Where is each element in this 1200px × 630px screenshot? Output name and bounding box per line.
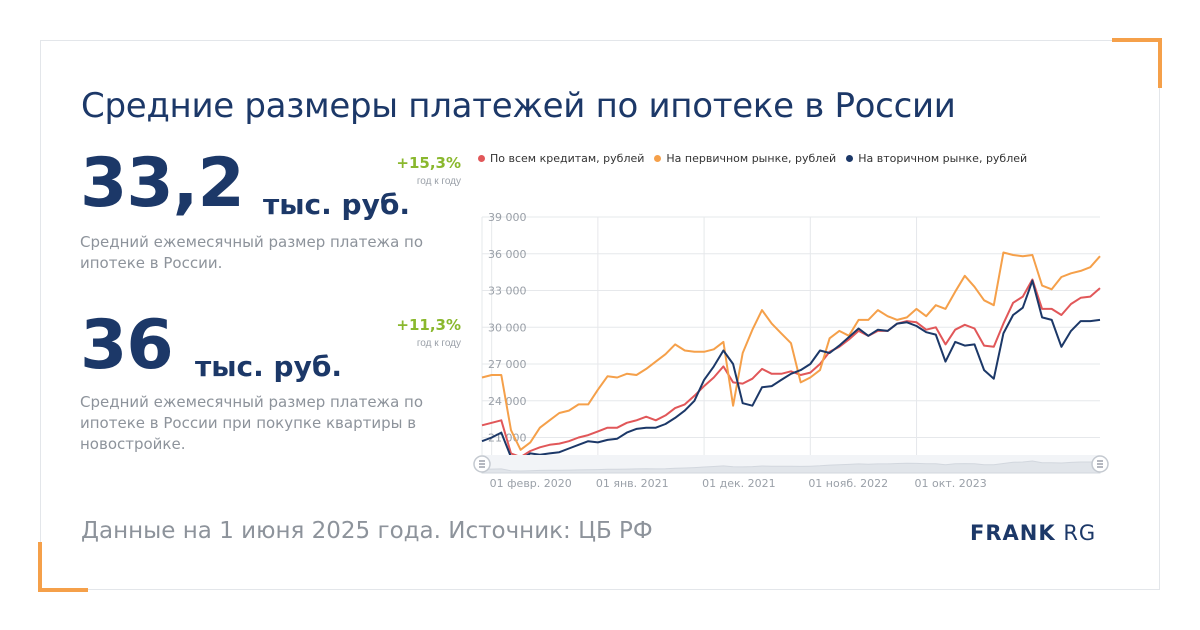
legend-item-secondary-market[interactable]: На вторичном рынке, рублей <box>846 152 1027 165</box>
legend-item-primary-market[interactable]: На первичном рынке, рублей <box>654 152 836 165</box>
page-title: Средние размеры платежей по ипотеке в Ро… <box>81 86 956 126</box>
stat-unit: тыс. руб. <box>195 350 343 383</box>
stat-value: 33,2 <box>80 144 245 223</box>
x-tick-label: 01 нояб. 2022 <box>808 477 888 490</box>
x-tick-label: 01 дек. 2021 <box>702 477 776 490</box>
navigator-handle-right[interactable] <box>1091 455 1109 473</box>
legend-item-all-loans[interactable]: По всем кредитам, рублей <box>478 152 644 165</box>
legend-label: На вторичном рынке, рублей <box>858 152 1028 165</box>
logo-light: RG <box>1063 521 1097 545</box>
legend-dot <box>654 155 662 162</box>
chart-series <box>481 251 1101 461</box>
y-tick-label: 30 000 <box>488 321 527 334</box>
stat-value-line: 33,2 тыс. руб. +15,3% год к году <box>80 150 465 230</box>
legend-label: По всем кредитам, рублей <box>490 152 645 165</box>
x-tick-label: 01 окт. 2023 <box>915 477 987 490</box>
legend-dot <box>478 155 485 162</box>
delta-label: год к году <box>416 176 461 187</box>
chart-legend: По всем кредитам, рублей На первичном ры… <box>478 152 1027 165</box>
data-source-note: Данные на 1 июня 2025 года. Источник: ЦБ… <box>81 518 653 544</box>
legend-label: На первичном рынке, рублей <box>666 152 837 165</box>
delta-value: +15,3% <box>396 154 461 172</box>
chart-navigator <box>473 455 1109 474</box>
delta-label: год к году <box>416 338 461 349</box>
delta-value: +11,3% <box>396 316 461 334</box>
stat-unit: тыс. руб. <box>263 188 411 221</box>
series-line-2 <box>481 251 1101 451</box>
navigator-series <box>481 460 1101 474</box>
corner-decoration-bottom-left <box>38 542 88 592</box>
legend-dot <box>846 155 854 162</box>
stat-delta: +15,3% год к году <box>396 154 461 187</box>
y-tick-label: 33 000 <box>488 285 527 298</box>
x-axis-ticks: 01 февр. 2020 01 янв. 2021 01 дек. 2021 01 … <box>490 477 987 490</box>
chart-grid <box>481 216 1100 462</box>
x-tick-label: 01 февр. 2020 <box>490 477 572 490</box>
stat-value-line: 36 тыс. руб. +11,3% год к году <box>80 312 465 392</box>
stat-primary-market-payment: 36 тыс. руб. +11,3% год к году Средний е… <box>80 312 465 454</box>
navigator-handle-left[interactable] <box>473 455 491 473</box>
stat-delta: +11,3% год к году <box>396 316 461 349</box>
y-tick-label: 39 000 <box>488 211 527 224</box>
y-tick-label: 24 000 <box>488 395 527 408</box>
stat-average-payment: 33,2 тыс. руб. +15,3% год к году Средний… <box>80 150 465 273</box>
stat-description: Средний ежемесячный размер платежа по ип… <box>80 393 424 453</box>
y-tick-label: 36 000 <box>488 248 527 261</box>
stat-value: 36 <box>80 306 174 385</box>
corner-decoration-top-right <box>1112 38 1162 88</box>
x-tick-label: 01 янв. 2021 <box>596 477 669 490</box>
series-line-1 <box>481 278 1101 459</box>
infographic-card <box>40 40 1160 590</box>
stat-description: Средний ежемесячный размер платежа по ип… <box>80 233 424 272</box>
brand-logo: FRANK RG <box>970 521 1096 545</box>
y-tick-label: 27 000 <box>488 358 527 371</box>
series-line-3 <box>481 279 1101 461</box>
logo-bold: FRANK <box>970 521 1056 545</box>
